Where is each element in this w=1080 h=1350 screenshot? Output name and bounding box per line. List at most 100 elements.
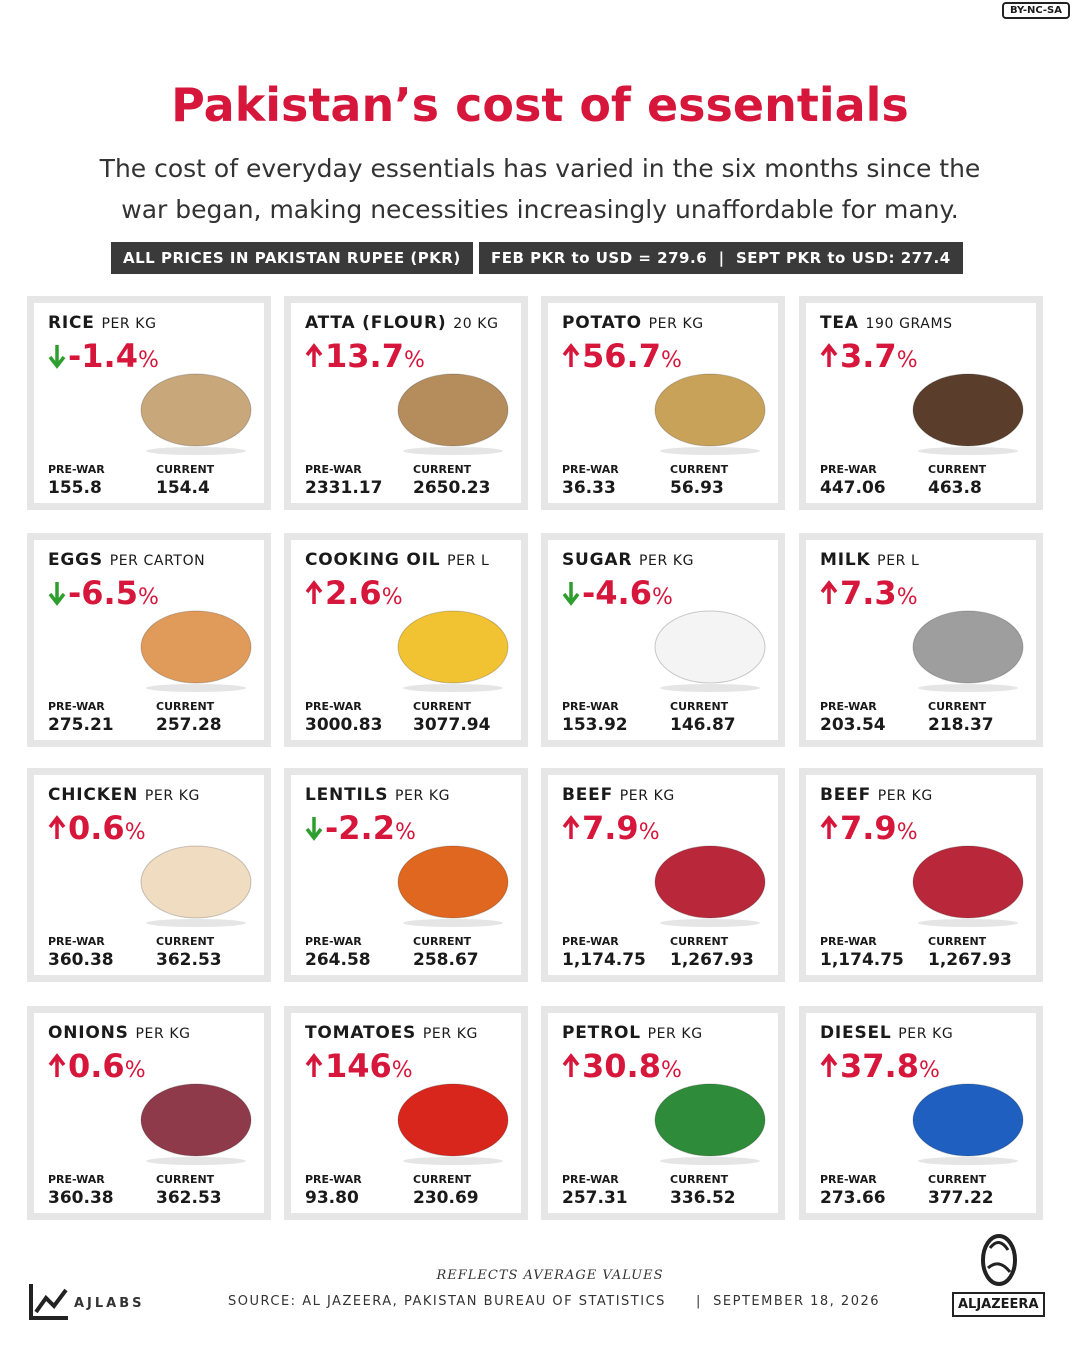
arrow-up [305, 580, 323, 604]
item-card: LENTILS PER KG -2.2% PRE-WAR CURRENT 264.58 2… [284, 768, 528, 982]
item-name: RICE PER KG [48, 313, 157, 333]
change-value: 7.3 [840, 574, 897, 612]
current-label: CURRENT [928, 935, 987, 948]
change-value: 3.7 [840, 337, 897, 375]
item-change: 13.7% [305, 337, 425, 375]
item-image [140, 845, 252, 927]
current-price: 1,267.93 [670, 950, 754, 970]
current-price: 377.22 [928, 1188, 994, 1208]
pre-war-label: PRE-WAR [48, 700, 105, 713]
item-name: BEEF PER KG [562, 785, 675, 805]
percent-sign: % [918, 1058, 940, 1083]
current-price: 362.53 [156, 1188, 222, 1208]
item-label: EGGS [48, 550, 103, 570]
item-unit: PER KG [619, 788, 675, 804]
pre-war-price: 1,174.75 [820, 950, 904, 970]
arrow-up [820, 815, 838, 839]
item-label: POTATO [562, 313, 642, 333]
item-name: EGGS PER CARTON [48, 550, 205, 570]
item-shape [397, 610, 509, 684]
percent-sign: % [124, 1058, 146, 1083]
aljazeera-logo: ALJAZEERA [952, 1292, 1045, 1317]
arrow-up [820, 343, 838, 367]
footer-note: REFLECTS AVERAGE VALUES [436, 1268, 664, 1283]
item-change: 0.6% [48, 1047, 146, 1085]
item-unit: PER KG [144, 788, 200, 804]
percent-sign: % [638, 820, 660, 845]
item-label: BEEF [820, 785, 871, 805]
item-shape [397, 1083, 509, 1157]
item-card: ATTA (FLOUR) 20 KG 13.7% PRE-WAR CURRENT 233… [284, 296, 528, 510]
arrow [48, 815, 66, 839]
current-label: CURRENT [670, 935, 729, 948]
item-unit: 20 KG [453, 316, 499, 332]
item-change: 30.8% [562, 1047, 682, 1085]
item-name: CHICKEN PER KG [48, 785, 200, 805]
item-unit: PER KG [638, 553, 695, 569]
item-image [912, 845, 1024, 927]
arrow [562, 582, 580, 606]
item-name: BEEF PER KG [820, 785, 933, 805]
arrow [305, 817, 323, 841]
item-shape [654, 610, 766, 684]
current-label: CURRENT [156, 1173, 215, 1186]
item-shadow [660, 1157, 760, 1165]
item-change: 7.3% [820, 574, 918, 612]
pre-war-price: 36.33 [562, 478, 616, 498]
percent-sign: % [137, 348, 159, 373]
item-shadow [146, 447, 246, 455]
item-card: TEA 190 GRAMS 3.7% PRE-WAR CURRENT 447.06 463… [799, 296, 1043, 510]
current-price: 362.53 [156, 950, 222, 970]
percent-sign: % [403, 348, 425, 373]
percent-sign: % [660, 1058, 682, 1083]
change-value: -2.2 [325, 809, 395, 847]
item-image [654, 373, 766, 455]
item-label: MILK [820, 550, 871, 570]
item-card: PETROL PER KG 30.8% PRE-WAR CURRENT 257.31 33… [541, 1006, 785, 1220]
item-change: 56.7% [562, 337, 682, 375]
item-shadow [660, 919, 760, 927]
item-card: BEEF PER KG 7.9% PRE-WAR CURRENT 1,174.75 1,2… [799, 768, 1043, 982]
percent-sign: % [137, 585, 159, 610]
arrow-down [48, 345, 66, 369]
change-value: 13.7 [325, 337, 404, 375]
item-shadow [146, 684, 246, 692]
item-unit: PER KG [101, 316, 157, 332]
item-shadow [918, 447, 1018, 455]
item-card: CHICKEN PER KG 0.6% PRE-WAR CURRENT 360.38 36… [27, 768, 271, 982]
item-change: -2.2% [305, 809, 416, 847]
item-shadow [918, 1157, 1018, 1165]
percent-sign: % [391, 1058, 413, 1083]
item-label: DIESEL [820, 1023, 892, 1043]
pre-war-label: PRE-WAR [820, 700, 877, 713]
currency-note: ALL PRICES IN PAKISTAN RUPEE (PKR) [111, 242, 473, 274]
pre-war-label: PRE-WAR [562, 935, 619, 948]
item-label: SUGAR [562, 550, 633, 570]
pre-war-label: PRE-WAR [305, 935, 362, 948]
pre-war-price: 275.21 [48, 715, 114, 735]
item-shape [912, 845, 1024, 919]
current-price: 336.52 [670, 1188, 736, 1208]
item-image [912, 610, 1024, 692]
arrow [562, 1053, 580, 1077]
item-shape [654, 1083, 766, 1157]
item-shadow [660, 447, 760, 455]
current-price: 258.67 [413, 950, 479, 970]
item-unit: PER L [877, 553, 920, 569]
arrow-down [48, 582, 66, 606]
item-change: 37.8% [820, 1047, 940, 1085]
pre-war-label: PRE-WAR [562, 463, 619, 476]
item-image [140, 1083, 252, 1165]
current-label: CURRENT [413, 463, 472, 476]
percent-sign: % [896, 348, 918, 373]
pre-war-price: 257.31 [562, 1188, 628, 1208]
arrow [820, 343, 838, 367]
source: SOURCE: AL JAZEERA, PAKISTAN BUREAU OF S… [228, 1294, 666, 1309]
pre-war-label: PRE-WAR [48, 1173, 105, 1186]
pre-war-label: PRE-WAR [305, 463, 362, 476]
subtitle: The cost of everyday essentials has vari… [99, 154, 981, 224]
pre-war-price: 360.38 [48, 1188, 114, 1208]
change-value: -4.6 [582, 574, 652, 612]
date: | SEPTEMBER 18, 2026 [696, 1294, 881, 1309]
